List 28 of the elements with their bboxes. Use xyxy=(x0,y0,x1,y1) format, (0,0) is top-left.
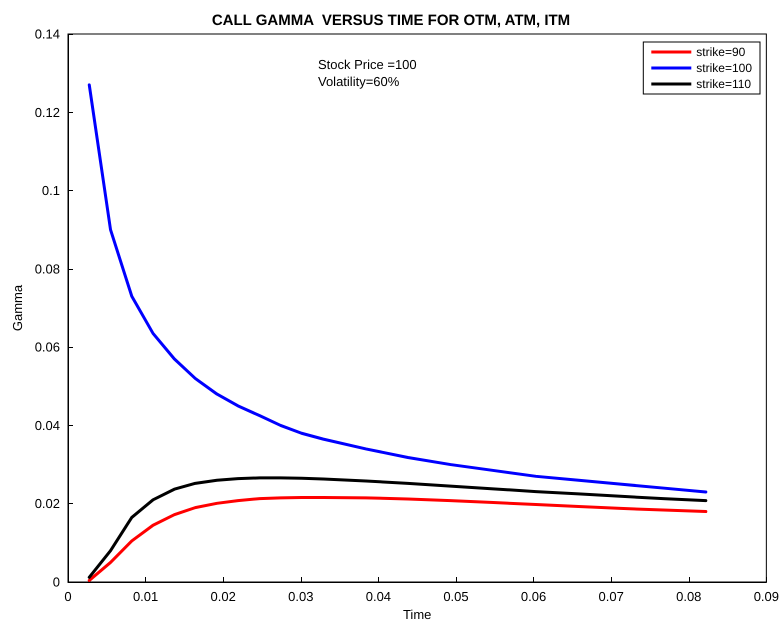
y-tick-label: 0.14 xyxy=(34,26,60,42)
legend-label: strike=110 xyxy=(696,77,752,91)
y-tick-label: 0.08 xyxy=(34,261,60,276)
x-axis-title: Time xyxy=(402,607,432,622)
x-tick-label: 0.02 xyxy=(210,589,236,604)
legend-label: strike=100 xyxy=(696,61,752,75)
x-tick-label: 0.05 xyxy=(443,589,469,604)
y-tick-label: 0.04 xyxy=(34,418,60,433)
x-tick-label: 0.07 xyxy=(598,589,624,604)
y-tick-label: 0 xyxy=(52,574,60,590)
x-tick-label: 0.04 xyxy=(366,589,392,604)
x-tick-label: 0.08 xyxy=(676,589,702,604)
line-series xyxy=(88,476,708,579)
x-tick-label: 0.03 xyxy=(288,589,314,604)
legend-label: strike=90 xyxy=(696,45,746,59)
y-tick-label: 0.1 xyxy=(42,183,60,198)
y-axis-title: Gamma xyxy=(10,284,25,332)
chart-title: CALL GAMMA VERSUS TIME FOR OTM, ATM, ITM xyxy=(212,12,570,29)
annotation: Volatility=60% xyxy=(318,74,400,89)
line-series xyxy=(88,496,708,582)
x-tick-label: 0.09 xyxy=(754,589,780,604)
x-tick-label: 0 xyxy=(64,589,72,604)
x-tick-label: 0.06 xyxy=(520,589,546,604)
annotation: Stock Price =100 xyxy=(318,57,417,72)
y-tick-label: 0.06 xyxy=(34,340,60,355)
x-tick-label: 0.01 xyxy=(132,589,158,604)
y-tick-label: 0.12 xyxy=(34,104,60,120)
y-tick-label: 0.02 xyxy=(34,496,60,512)
